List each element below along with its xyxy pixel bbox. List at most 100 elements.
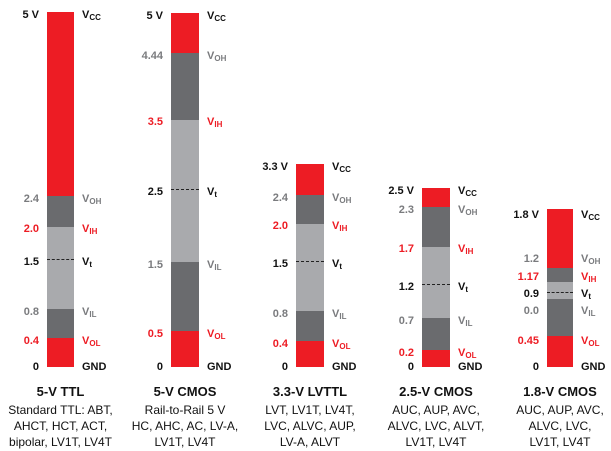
level-symbol: V bbox=[82, 306, 90, 318]
column-title: 2.5-V CMOS bbox=[399, 384, 473, 399]
level-label-vt: Vt bbox=[581, 288, 592, 301]
voltage-value-vih: 2.0 bbox=[23, 223, 39, 235]
threshold-region bbox=[296, 224, 324, 311]
level-label-vih: VIH bbox=[82, 223, 98, 236]
threshold-region bbox=[47, 227, 74, 309]
level-bar bbox=[47, 12, 74, 367]
voltage-value-voh: 1.2 bbox=[523, 253, 539, 265]
level-label-vcc: VCC bbox=[207, 10, 226, 23]
vt-dashed-line bbox=[422, 284, 450, 285]
level-subscript: OL bbox=[588, 339, 600, 348]
level-subscript: IH bbox=[89, 227, 98, 236]
level-label-vcc: VCC bbox=[332, 161, 351, 174]
level-symbol: V bbox=[207, 50, 215, 62]
device-families-line: AHCT, HCT, ACT, bbox=[13, 419, 108, 433]
voltage-value-voh: 2.4 bbox=[23, 193, 39, 205]
level-symbol: V bbox=[458, 185, 466, 197]
column-title: 5-V CMOS bbox=[153, 384, 217, 399]
level-subscript: OH bbox=[588, 257, 601, 266]
level-label-vil: VIL bbox=[207, 259, 221, 272]
threshold-region bbox=[547, 282, 573, 299]
level-subscript: OH bbox=[339, 196, 352, 205]
device-families-line: LV1T, LV4T bbox=[154, 435, 216, 449]
low-output-region bbox=[547, 336, 573, 367]
voltage-value-vcc: 2.5 V bbox=[388, 185, 414, 197]
voltage-value-vol: 0.4 bbox=[23, 335, 39, 347]
level-label-vih: VIH bbox=[458, 243, 474, 256]
low-noise-margin bbox=[171, 262, 199, 331]
voltage-value-gnd: 0 bbox=[32, 361, 39, 373]
voltage-value-gnd: 0 bbox=[407, 361, 414, 373]
level-symbol: V bbox=[82, 9, 90, 21]
level-symbol: V bbox=[581, 209, 589, 221]
level-label-vih: VIH bbox=[207, 116, 222, 129]
level-label-gnd: GND bbox=[332, 361, 357, 373]
voltage-value-vih: 1.7 bbox=[398, 243, 414, 255]
low-output-region bbox=[422, 350, 450, 367]
level-symbol: V bbox=[458, 315, 466, 327]
high-output-region bbox=[422, 188, 450, 207]
level-symbol: V bbox=[458, 204, 466, 216]
level-subscript: t bbox=[89, 260, 93, 269]
level-symbol: V bbox=[207, 259, 215, 271]
level-symbol: V bbox=[581, 305, 589, 317]
low-noise-margin bbox=[422, 318, 450, 350]
level-label-voh: VOH bbox=[458, 204, 477, 217]
level-symbol: V bbox=[207, 328, 215, 340]
level-symbol: V bbox=[332, 308, 340, 320]
level-symbol: V bbox=[207, 186, 215, 198]
low-output-region bbox=[296, 341, 324, 367]
device-families-line: ALVC, LVC, bbox=[528, 419, 592, 433]
high-noise-margin bbox=[547, 268, 573, 282]
high-output-region bbox=[547, 209, 573, 268]
device-families-line: HC, AHC, AC, LV-A, bbox=[131, 419, 239, 433]
level-label-vol: VOL bbox=[458, 347, 476, 360]
level-label-vcc: VCC bbox=[458, 185, 477, 198]
level-label-vol: VOL bbox=[581, 335, 600, 348]
voltage-value-vol: 0.4 bbox=[272, 338, 288, 350]
level-symbol: V bbox=[581, 335, 589, 347]
low-output-region bbox=[171, 331, 199, 367]
level-subscript: OL bbox=[339, 342, 351, 351]
voltage-value-vcc: 5 V bbox=[22, 9, 39, 21]
low-noise-margin bbox=[47, 309, 74, 338]
threshold-region bbox=[171, 120, 199, 262]
level-label-gnd: GND bbox=[82, 361, 107, 373]
level-subscript: IL bbox=[588, 309, 596, 318]
level-symbol: V bbox=[332, 220, 340, 232]
level-symbol: V bbox=[207, 116, 215, 128]
high-output-region bbox=[171, 13, 199, 53]
threshold-region bbox=[422, 247, 450, 318]
device-families-line: ALVC, LVC, ALVT, bbox=[387, 419, 485, 433]
device-families-line: LVC, ALVC, AUP, bbox=[264, 419, 356, 433]
level-label-voh: VOH bbox=[82, 193, 101, 206]
level-subscript: OH bbox=[214, 54, 227, 63]
level-bar bbox=[422, 188, 450, 367]
level-subscript: t bbox=[588, 292, 592, 301]
voltage-value-vcc: 1.8 V bbox=[513, 209, 539, 221]
voltage-value-vt: 2.5 bbox=[147, 186, 163, 198]
voltage-value-vil: 1.5 bbox=[147, 259, 163, 271]
device-families-line: AUC, AUP, AVC, bbox=[516, 403, 604, 417]
low-output-region bbox=[47, 338, 74, 367]
level-bar bbox=[296, 164, 324, 367]
level-subscript: OL bbox=[89, 339, 101, 348]
voltage-value-vcc: 3.3 V bbox=[262, 161, 288, 173]
level-bar bbox=[171, 13, 199, 367]
level-subscript: CC bbox=[89, 13, 101, 22]
voltage-value-voh: 4.44 bbox=[141, 50, 163, 62]
level-label-vcc: VCC bbox=[581, 209, 600, 222]
vt-dashed-line bbox=[547, 292, 573, 293]
level-symbol: V bbox=[207, 10, 215, 22]
voltage-value-vil: 0.8 bbox=[23, 306, 39, 318]
level-label-gnd: GND bbox=[458, 361, 483, 373]
vt-dashed-line bbox=[296, 261, 324, 262]
voltage-value-vih: 3.5 bbox=[147, 116, 163, 128]
level-symbol: V bbox=[82, 223, 90, 235]
level-subscript: CC bbox=[339, 165, 351, 174]
voltage-value-vih: 2.0 bbox=[272, 220, 288, 232]
voltage-value-vol: 0.5 bbox=[147, 328, 163, 340]
level-subscript: IL bbox=[89, 310, 97, 319]
level-subscript: IH bbox=[465, 247, 474, 256]
level-symbol: V bbox=[581, 253, 589, 265]
